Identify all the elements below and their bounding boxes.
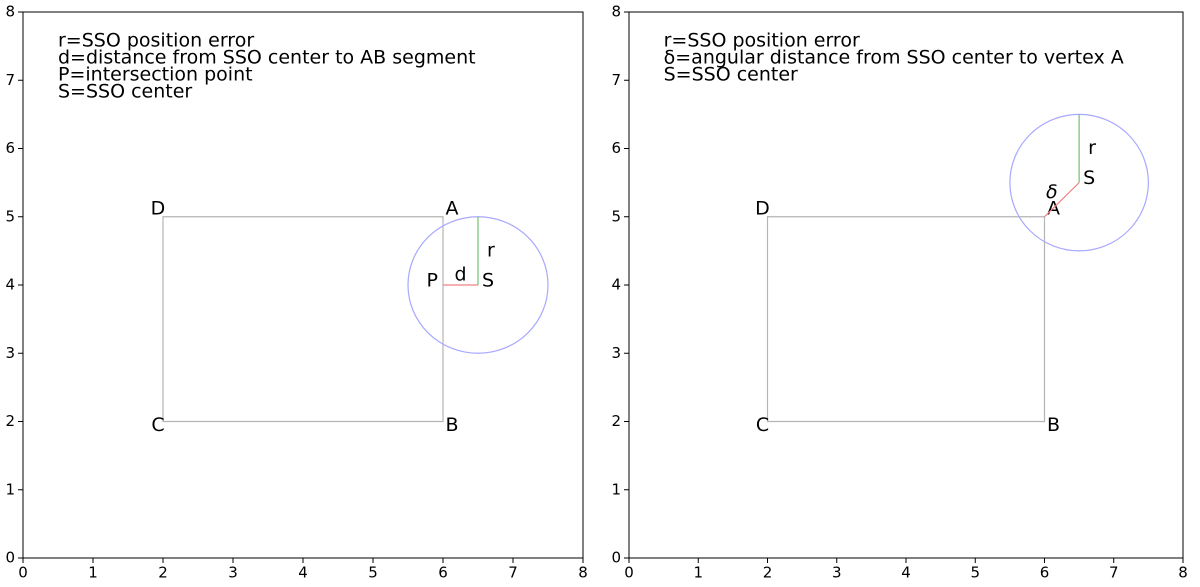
note: S=SSO center: [664, 64, 798, 86]
segment-label: d: [454, 264, 466, 286]
point-label: S: [482, 270, 494, 292]
y-tick-label: 8: [5, 3, 15, 21]
x-tick-label: 7: [508, 564, 518, 582]
rectangle: [766, 216, 1046, 423]
point-label: S: [1083, 167, 1095, 189]
x-tick-label: 5: [368, 564, 378, 582]
y-tick-label: 2: [5, 412, 15, 430]
vertex-label: D: [151, 197, 166, 219]
x-tick-label: 0: [18, 564, 28, 582]
segment: [1044, 182, 1080, 218]
y-tick-label: 8: [611, 3, 621, 21]
segment-label: r: [487, 239, 495, 261]
note: r=SSO position error: [58, 30, 254, 52]
y-tick-label: 3: [5, 344, 15, 362]
y-tick-label: 4: [5, 276, 15, 294]
vertex-label: C: [151, 414, 164, 436]
x-tick-label: 5: [970, 564, 980, 582]
segment-label: r: [1088, 137, 1096, 159]
segment-label: δ: [1046, 181, 1058, 203]
note: S=SSO center: [58, 81, 192, 103]
x-tick-label: 0: [624, 564, 634, 582]
vertex-label: D: [755, 197, 770, 219]
x-tick-label: 8: [578, 564, 588, 582]
y-tick-label: 7: [611, 71, 621, 89]
x-tick-label: 6: [1040, 564, 1050, 582]
x-tick-label: 2: [763, 564, 773, 582]
x-tick-label: 2: [158, 564, 168, 582]
x-tick-label: 3: [228, 564, 238, 582]
vertex-label: C: [756, 414, 769, 436]
y-tick-label: 7: [5, 71, 15, 89]
x-tick-label: 4: [298, 564, 308, 582]
y-tick-label: 0: [611, 549, 621, 567]
y-tick-label: 5: [5, 207, 15, 225]
y-tick-label: 1: [5, 480, 15, 498]
y-tick-label: 5: [611, 207, 621, 225]
x-tick-label: 4: [901, 564, 911, 582]
y-tick-label: 6: [5, 139, 15, 157]
note: δ=angular distance from SSO center to ve…: [664, 47, 1124, 69]
y-tick-label: 2: [611, 412, 621, 430]
rectangle: [162, 216, 444, 423]
x-tick-label: 8: [1178, 564, 1188, 582]
y-tick-label: 1: [611, 480, 621, 498]
y-tick-label: 6: [611, 139, 621, 157]
x-tick-label: 1: [88, 564, 98, 582]
y-tick-label: 3: [611, 344, 621, 362]
vertex-label: A: [446, 197, 459, 219]
x-tick-label: 7: [1109, 564, 1119, 582]
point-label: P: [427, 270, 438, 292]
x-tick-label: 3: [832, 564, 842, 582]
note: r=SSO position error: [664, 30, 860, 52]
x-tick-label: 1: [693, 564, 703, 582]
note: d=distance from SSO center to AB segment: [58, 47, 476, 69]
x-tick-label: 6: [438, 564, 448, 582]
axes-frame: [628, 11, 1184, 559]
note: P=intersection point: [58, 64, 253, 86]
vertex-label: B: [1047, 414, 1060, 436]
y-tick-label: 4: [611, 276, 621, 294]
vertex-label: B: [445, 414, 458, 436]
y-tick-label: 0: [5, 549, 15, 567]
